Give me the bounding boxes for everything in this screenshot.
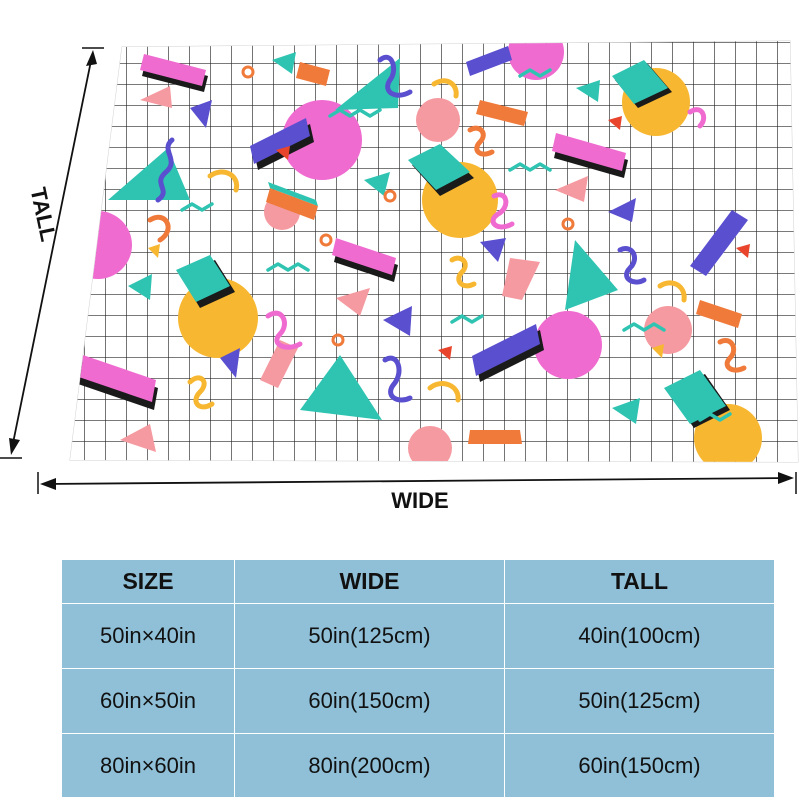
memphis-pattern <box>70 41 798 462</box>
table-cell-size: 80in×60in <box>62 734 234 797</box>
table-cell-wide: 80in(200cm) <box>235 734 504 797</box>
table-cell-size: 50in×40in <box>62 604 234 668</box>
wide-dimension: WIDE <box>37 472 797 513</box>
size-table: SIZE WIDE TALL 50in×40in 50in(125cm) 40i… <box>62 560 774 797</box>
table-cell-wide: 60in(150cm) <box>235 669 504 733</box>
wide-label: WIDE <box>391 488 448 513</box>
table-cell-tall: 60in(150cm) <box>505 734 774 797</box>
blanket <box>69 40 799 463</box>
tall-dimension: TALL <box>0 47 104 459</box>
table-header-tall: TALL <box>505 560 774 603</box>
table-cell-tall: 40in(100cm) <box>505 604 774 668</box>
table-header-size: SIZE <box>62 560 234 603</box>
table-cell-tall: 50in(125cm) <box>505 669 774 733</box>
table-header-wide: WIDE <box>235 560 504 603</box>
table-cell-size: 60in×50in <box>62 669 234 733</box>
tall-label: TALL <box>25 185 61 244</box>
table-cell-wide: 50in(125cm) <box>235 604 504 668</box>
